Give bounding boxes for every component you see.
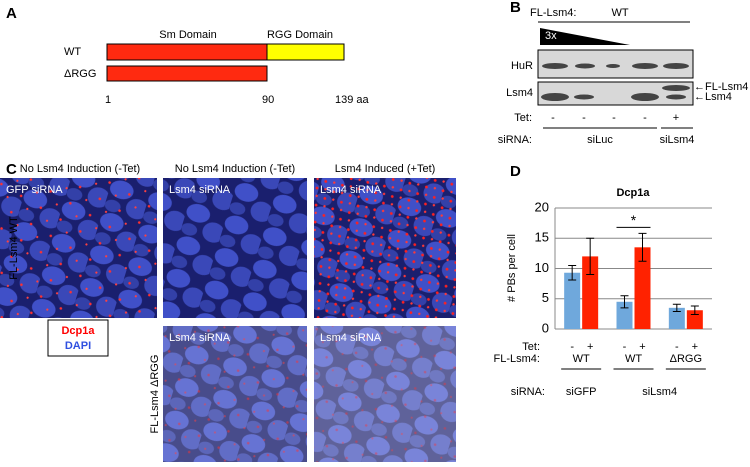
rgg-domain (266, 43, 345, 61)
blot-label: HuR (511, 60, 533, 72)
column-label: No Lsm4 Induction (-Tet) (175, 163, 295, 175)
y-tick-label: 15 (535, 230, 549, 245)
tet-label: - (582, 112, 586, 124)
band-label: ←Lsm4 (694, 91, 732, 103)
sm-domain (106, 43, 268, 61)
row-label: FL-Lsm4 ΔRGG (149, 355, 161, 434)
row-label: siRNA: (498, 134, 532, 146)
y-tick-label: 5 (542, 290, 549, 305)
series-label: + (639, 341, 645, 353)
error-bar (586, 237, 595, 276)
dilution-wedge (540, 28, 630, 45)
legend-box (47, 319, 109, 357)
domain-label: Sm Domain (159, 29, 216, 41)
row-label: Tet: (522, 341, 540, 353)
construct-label: ΔRGG (64, 68, 96, 80)
x-tick-label: ΔRGG (670, 353, 702, 365)
tet-label: - (612, 112, 616, 124)
y-axis-label: # PBs per cell (506, 234, 518, 302)
tet-label: - (643, 112, 647, 124)
series-label: - (570, 341, 574, 353)
position-label: 1 (105, 94, 111, 106)
x-tick-label: WT (625, 353, 642, 365)
image-label: Lsm4 siRNA (169, 184, 231, 196)
tet-label: + (673, 112, 679, 124)
row-label: FL-Lsm4: (494, 353, 540, 365)
panel-label: C (6, 161, 17, 178)
error-bar (638, 232, 647, 262)
panel-label: A (6, 5, 17, 22)
error-bar (690, 305, 699, 315)
error-bar (672, 303, 681, 312)
domain-label: RGG Domain (267, 29, 333, 41)
construct-label: WT (64, 46, 81, 58)
dilution-label: 3x (545, 30, 557, 42)
sirna-label: siLsm4 (642, 386, 677, 398)
legend-label: Dcp1a (61, 325, 95, 337)
panel-label: B (510, 0, 521, 16)
tet-row: - - - - + (551, 112, 679, 124)
bar (616, 301, 633, 329)
row-label: Tet: (514, 112, 532, 124)
sirna-label: siGFP (566, 386, 597, 398)
image-label: Lsm4 siRNA (169, 332, 231, 344)
row-label: FL-Lsm4 WT (8, 216, 20, 280)
image-label: GFP siRNA (6, 184, 63, 196)
legend-label: DAPI (65, 340, 91, 352)
column-label: Lsm4 Induced (+Tet) (335, 163, 436, 175)
band-label: ←FL-Lsm4 (694, 81, 748, 93)
y-tick-label: 0 (542, 320, 549, 335)
error-bar (568, 264, 577, 281)
series-label: + (692, 341, 698, 353)
bar (668, 307, 685, 329)
column-label: No Lsm4 Induction (-Tet) (20, 163, 140, 175)
position-label: 139 aa (335, 94, 370, 106)
bar (634, 247, 651, 329)
image-label: Lsm4 siRNA (320, 184, 382, 196)
micrographs (0, 178, 456, 462)
series-label: - (675, 341, 679, 353)
bar (564, 272, 581, 329)
construct: WT (611, 7, 628, 19)
blot-label: Lsm4 (506, 87, 533, 99)
series-label: + (587, 341, 593, 353)
sm-domain (106, 65, 268, 82)
image-label: Lsm4 siRNA (320, 332, 382, 344)
sirna-label: siLuc (587, 134, 613, 146)
significance-label: * (631, 212, 637, 228)
tet-label: - (551, 112, 555, 124)
error-bar (620, 295, 629, 309)
series-label: - (623, 341, 627, 353)
construct-label: FL-Lsm4: (530, 7, 576, 19)
x-tick-label: WT (573, 353, 590, 365)
chart-title: Dcp1a (616, 187, 650, 199)
row-label: siRNA: (511, 386, 545, 398)
sirna-label: siLsm4 (660, 134, 695, 146)
y-tick-label: 10 (535, 260, 549, 275)
panel-label: D (510, 163, 521, 180)
bands (541, 63, 690, 101)
position-label: 90 (262, 94, 274, 106)
y-tick-label: 20 (535, 199, 549, 214)
